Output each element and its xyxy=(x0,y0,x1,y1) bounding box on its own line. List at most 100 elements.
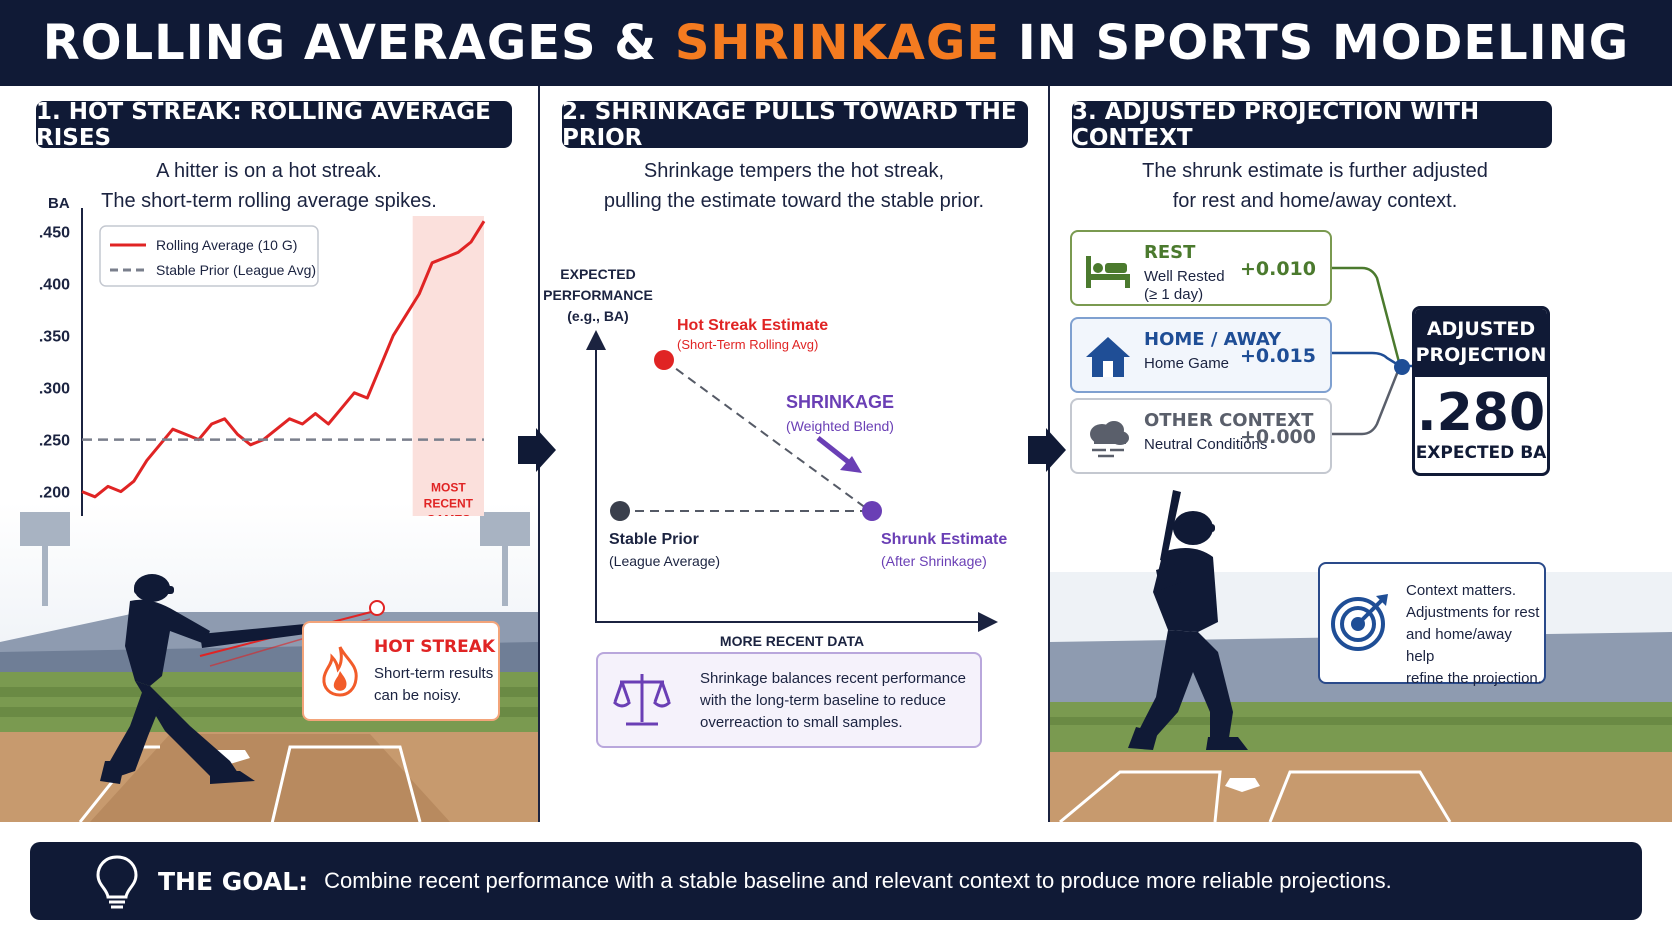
hot-estimate-point xyxy=(654,350,674,370)
panel3-subtitle: The shrunk estimate is further adjusted … xyxy=(1050,156,1580,216)
light-tower-left xyxy=(20,512,530,606)
hot-label: Hot Streak Estimate xyxy=(677,317,828,334)
chart-legend xyxy=(99,225,319,287)
y-tick-label: .450 xyxy=(39,225,70,242)
context-card-other: OTHER CONTEXT Neutral Conditions +0.000 xyxy=(1070,398,1332,474)
shrink-path xyxy=(663,359,871,512)
shrinkage-note: Shrinkage balances recent performance wi… xyxy=(596,652,982,748)
chart-y-label: BA xyxy=(48,196,70,212)
goal-text: Combine recent performance with a stable… xyxy=(324,868,1392,893)
legend-label-1: Stable Prior (League Avg) xyxy=(156,262,316,278)
prior-sub: (League Average) xyxy=(609,553,720,569)
panel2-sub-line2: pulling the estimate toward the stable p… xyxy=(603,190,985,212)
lightbulb-icon xyxy=(96,855,138,909)
hot-streak-line2: can be noisy. xyxy=(374,687,462,704)
highlight-label: MOST xyxy=(431,481,466,495)
y-tick-label: .400 xyxy=(39,277,70,294)
hot-streak-title: HOT STREAK xyxy=(374,637,496,657)
panel-adjusted-projection: 3. ADJUSTED PROJECTION WITH CONTEXT The … xyxy=(1050,86,1672,822)
panel3-heading: 3. ADJUSTED PROJECTION WITH CONTEXT xyxy=(1072,99,1552,151)
shrunk-label: Shrunk Estimate xyxy=(881,531,1007,548)
shrinkage-arrowhead xyxy=(840,456,862,473)
y-axis-label-2: PERFORMANCE xyxy=(543,287,653,303)
flame-icon xyxy=(322,646,358,697)
context-line1: Context matters. xyxy=(1406,582,1517,599)
highlight-label: RECENT xyxy=(424,497,474,511)
panel1-sub-line2: The short-term rolling average spikes. xyxy=(101,190,437,212)
y-tick-label: .200 xyxy=(39,485,70,502)
note-line1: Shrinkage balances recent performance xyxy=(700,670,966,687)
context-line2: Adjustments for rest xyxy=(1406,604,1540,621)
context-matters-callout: Context matters. Adjustments for rest an… xyxy=(1318,562,1546,687)
y-tick-label: .250 xyxy=(39,433,70,450)
prior-label: Stable Prior xyxy=(609,531,699,548)
prior-point xyxy=(610,501,630,521)
context-desc-rest-line1: Well Rested xyxy=(1144,268,1225,285)
context-value-rest: +0.010 xyxy=(1239,258,1316,280)
y-tick-label: .350 xyxy=(39,329,70,346)
target-icon xyxy=(1331,594,1388,651)
shrinkage-diagram: EXPECTED PERFORMANCE (e.g., BA) MORE REC… xyxy=(543,266,1007,649)
context-value-other: +0.000 xyxy=(1239,426,1316,448)
batter-stance-silhouette xyxy=(1128,490,1248,750)
context-title-other: OTHER CONTEXT xyxy=(1144,410,1314,431)
panel3-sub-line1: The shrunk estimate is further adjusted xyxy=(1142,160,1488,182)
panel1-subtitle: A hitter is on a hot streak. The short-t… xyxy=(0,156,538,216)
adjusted-projection-box: ADJUSTED PROJECTION .280 EXPECTED BA xyxy=(1412,306,1550,476)
x-axis-label: MORE RECENT DATA xyxy=(720,633,864,649)
y-tick-label: .300 xyxy=(39,381,70,398)
title-part2: IN SPORTS MODELING xyxy=(1000,15,1630,71)
context-card-rest: REST Well Rested (≥ 1 day) +0.010 xyxy=(1070,230,1332,306)
goal-label: THE GOAL: xyxy=(158,866,309,896)
context-card-home-away: HOME / AWAY Home Game +0.015 xyxy=(1070,317,1332,393)
panel1-sub-line1: A hitter is on a hot streak. xyxy=(156,160,382,182)
note-line3: overreaction to small samples. xyxy=(700,714,903,731)
shrink-sub: (Weighted Blend) xyxy=(786,418,894,434)
y-axis-label-1: EXPECTED xyxy=(560,266,635,282)
house-icon xyxy=(1086,337,1130,377)
context-desc-home-away: Home Game xyxy=(1144,355,1230,372)
panel2-heading: 2. SHRINKAGE PULLS TOWARD THE PRIOR xyxy=(562,99,1028,151)
projection-label-1: ADJUSTED xyxy=(1426,318,1536,340)
panel-hot-streak: 1. HOT STREAK: ROLLING AVERAGE RISES A h… xyxy=(0,86,538,822)
highlight-band xyxy=(412,216,484,516)
shrunk-point xyxy=(862,501,882,521)
panel2-sub-line1: Shrinkage tempers the hot streak, xyxy=(643,160,945,182)
scale-icon xyxy=(612,674,672,726)
shrink-label: SHRINKAGE xyxy=(786,392,894,412)
legend-label-0: Rolling Average (10 G) xyxy=(156,237,297,253)
note-line2: with the long-term baseline to reduce xyxy=(700,692,946,709)
goal-bar: THE GOAL: Combine recent performance wit… xyxy=(30,842,1642,920)
page-title: ROLLING AVERAGES & SHRINKAGE IN SPORTS M… xyxy=(43,15,1629,71)
title-highlight: SHRINKAGE xyxy=(674,15,1001,71)
baseball-icon xyxy=(369,600,385,616)
title-part1: ROLLING AVERAGES & xyxy=(42,15,675,71)
series-line-0 xyxy=(81,220,486,499)
hot-streak-callout: HOT STREAK Short-term results can be noi… xyxy=(302,621,500,721)
context-value-home-away: +0.015 xyxy=(1239,345,1316,367)
projection-label-2: PROJECTION xyxy=(1415,344,1547,366)
title-bar: ROLLING AVERAGES & SHRINKAGE IN SPORTS M… xyxy=(0,0,1672,86)
highlight-label: GAMES xyxy=(426,513,470,516)
context-connectors xyxy=(1332,266,1412,436)
projection-unit: EXPECTED BA xyxy=(1415,443,1547,463)
context-desc-rest: Well Rested (≥ 1 day) xyxy=(1144,268,1225,304)
shrunk-sub: (After Shrinkage) xyxy=(881,553,987,569)
y-axis-label-3: (e.g., BA) xyxy=(567,308,628,324)
context-desc-other: Neutral Conditions xyxy=(1144,436,1268,453)
context-line4: refine the projection. xyxy=(1406,670,1542,687)
panel2-subtitle: Shrinkage tempers the hot streak, pullin… xyxy=(540,156,1048,216)
hot-sub: (Short-Term Rolling Avg) xyxy=(677,337,818,352)
bed-icon xyxy=(1086,256,1130,288)
context-desc-rest-line2: (≥ 1 day) xyxy=(1144,286,1204,303)
context-title-home-away: HOME / AWAY xyxy=(1144,329,1282,350)
panel3-sub-line2: for rest and home/away context. xyxy=(1172,190,1458,212)
rolling-average-chart: MOSTRECENTGAMESBA.150.200.250.300.350.40… xyxy=(39,196,486,516)
projection-value: .280 xyxy=(1416,383,1546,443)
context-title-rest: REST xyxy=(1144,242,1196,263)
panel1-heading: 1. HOT STREAK: ROLLING AVERAGE RISES xyxy=(36,99,512,151)
panel-shrinkage: 2. SHRINKAGE PULLS TOWARD THE PRIOR Shri… xyxy=(540,86,1048,822)
context-line3: and home/away help xyxy=(1406,626,1512,665)
weather-icon xyxy=(1090,421,1129,458)
hot-streak-line1: Short-term results xyxy=(374,665,494,682)
